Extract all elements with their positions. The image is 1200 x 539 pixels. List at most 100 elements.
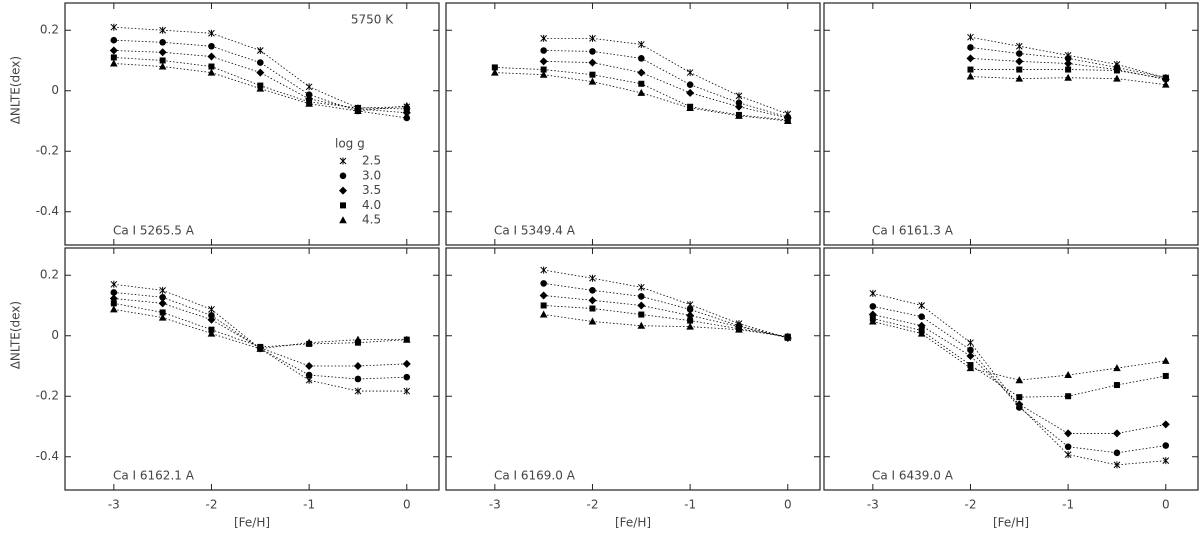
- series-line: [113, 26, 407, 109]
- marker: [637, 68, 646, 77]
- legend-label: 2.5: [362, 154, 381, 168]
- marker: [354, 387, 362, 395]
- marker: [1162, 442, 1170, 449]
- marker: [966, 351, 975, 360]
- marker: [257, 59, 264, 66]
- marker: [1064, 451, 1072, 459]
- marker: [918, 301, 926, 309]
- series-line: [970, 76, 1166, 86]
- marker: [588, 317, 597, 325]
- marker: [159, 57, 166, 64]
- marker: [339, 157, 347, 165]
- marker: [917, 329, 926, 337]
- marker: [637, 40, 645, 48]
- panel-frame: [445, 247, 821, 491]
- marker: [735, 92, 743, 100]
- marker: [159, 294, 166, 301]
- marker: [110, 54, 117, 61]
- marker: [1064, 73, 1072, 81]
- marker: [966, 72, 975, 80]
- marker: [735, 111, 743, 119]
- marker: [1161, 420, 1170, 429]
- marker: [638, 55, 645, 62]
- marker: [638, 80, 645, 87]
- marker: [686, 322, 694, 330]
- y-tick-label: -0.4: [36, 449, 59, 463]
- marker: [1064, 371, 1072, 379]
- panel-frame: [823, 2, 1199, 246]
- marker: [1065, 393, 1072, 400]
- marker: [158, 62, 167, 70]
- marker: [110, 59, 118, 67]
- marker: [256, 46, 264, 54]
- series-line: [113, 309, 407, 350]
- series-line: [113, 302, 407, 348]
- marker: [540, 280, 547, 287]
- x-tick-label: -2: [205, 498, 217, 512]
- marker: [588, 77, 597, 85]
- marker: [1161, 356, 1170, 364]
- x-tick-label: -2: [586, 498, 598, 512]
- marker: [918, 313, 925, 320]
- marker: [256, 84, 265, 92]
- series-line: [970, 57, 1166, 80]
- marker: [159, 26, 167, 34]
- legend-label: 3.5: [362, 183, 381, 197]
- marker: [1113, 461, 1121, 469]
- marker: [402, 101, 411, 109]
- marker: [589, 34, 596, 42]
- marker: [1015, 74, 1024, 82]
- y-tick-label: -0.4: [36, 204, 59, 218]
- marker: [159, 39, 166, 46]
- marker: [1113, 449, 1121, 457]
- x-tick-label: -1: [684, 498, 696, 512]
- marker: [540, 47, 547, 54]
- marker: [1016, 50, 1023, 57]
- legend-title: log g: [335, 137, 365, 151]
- marker: [1015, 400, 1024, 409]
- marker: [305, 371, 313, 379]
- panel-frame: [64, 2, 440, 246]
- marker: [686, 311, 695, 320]
- marker: [966, 54, 975, 63]
- series-line: [543, 269, 788, 339]
- marker: [110, 305, 118, 313]
- marker: [491, 64, 498, 71]
- marker: [1015, 42, 1023, 50]
- marker: [1112, 429, 1121, 438]
- marker: [637, 88, 646, 96]
- y-tick-label: 0.2: [40, 268, 59, 282]
- x-axis-label: [Fe/H]: [993, 516, 1029, 530]
- annotation: 5750 K: [351, 13, 394, 27]
- x-tick-label: -3: [489, 498, 501, 512]
- marker: [967, 339, 974, 347]
- marker: [588, 296, 597, 305]
- marker: [1064, 59, 1073, 68]
- marker: [637, 301, 646, 310]
- marker: [539, 291, 548, 300]
- marker: [208, 305, 215, 313]
- marker: [159, 309, 166, 316]
- marker: [539, 310, 548, 318]
- marker: [869, 303, 877, 310]
- marker: [735, 325, 743, 333]
- marker: [403, 105, 410, 112]
- marker: [354, 335, 362, 343]
- y-tick-label: 0.2: [40, 23, 59, 37]
- marker: [686, 306, 694, 313]
- marker: [305, 91, 313, 98]
- marker: [1015, 57, 1024, 66]
- marker: [403, 387, 411, 395]
- marker: [1162, 457, 1170, 465]
- series-line: [970, 69, 1166, 80]
- y-tick-label: 0: [51, 328, 59, 342]
- marker: [540, 266, 548, 274]
- x-axis-label: [Fe/H]: [615, 516, 651, 530]
- panel-label: Ca I 6161.3 A: [872, 224, 954, 238]
- panel-label: Ca I 6162.1 A: [113, 469, 195, 483]
- marker: [1113, 364, 1121, 372]
- series-line: [113, 298, 407, 367]
- panel-label: Ca I 6439.0 A: [872, 469, 954, 483]
- marker: [686, 69, 694, 77]
- series-line: [872, 314, 1166, 434]
